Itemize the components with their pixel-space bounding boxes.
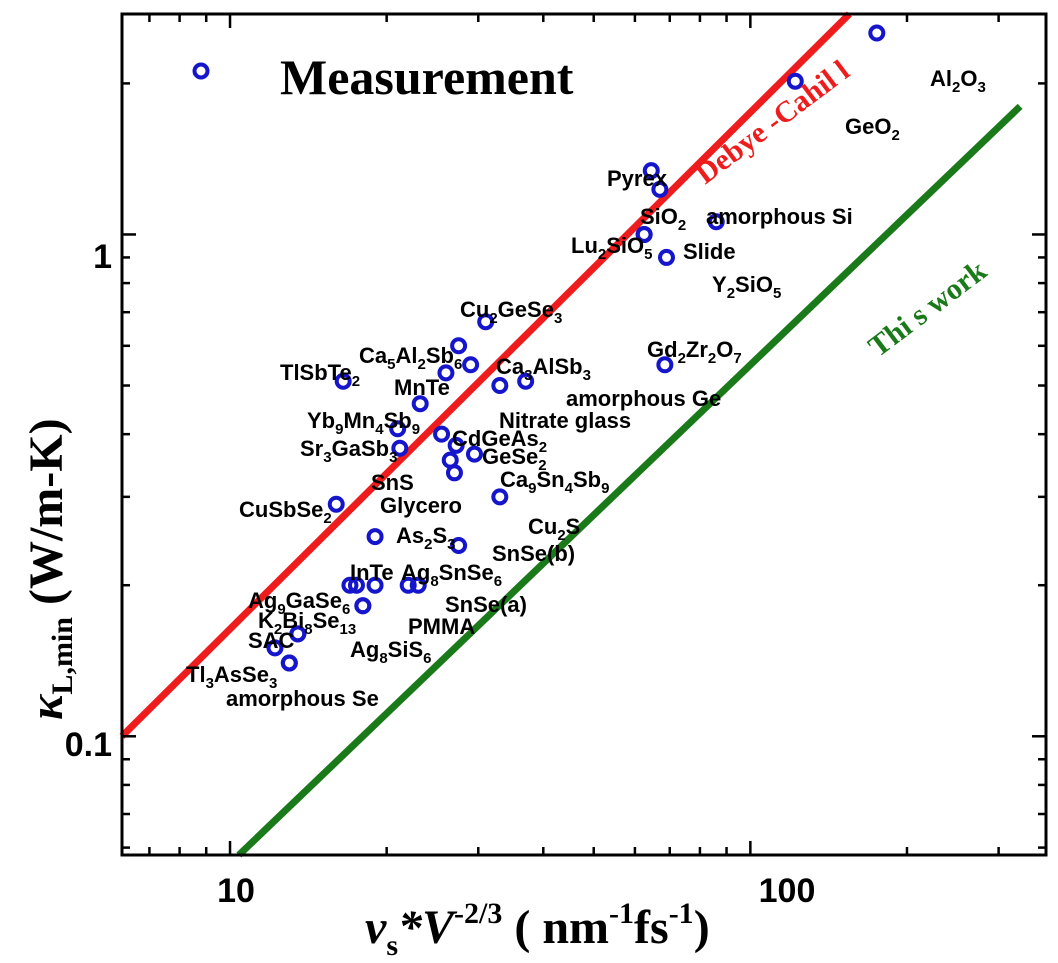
data-point [450,337,468,355]
y-tick-label-1: 1 [93,238,112,276]
point-label: Yb9Mn4Sb9 [307,408,420,438]
point-label: Ca3AlSb3 [496,354,591,384]
data-point [465,445,483,463]
data-point [411,395,429,413]
data-point [354,597,372,615]
point-label: SnSe(b) [492,541,575,566]
data-point [347,576,365,594]
point-label: Lu2SiO5 [571,233,652,263]
data-point [491,488,509,506]
point-label: TlSbTe2 [280,360,360,390]
point-label: InTe [350,560,394,585]
x-tick-label-10: 10 [217,872,255,910]
data-point [289,625,307,643]
svg-text:κL,min (W/m-K): κL,min (W/m-K) [20,418,79,720]
x-axis-label: vs*V-2/3 ( nm-1fs-1) [365,897,710,962]
data-point [491,377,509,395]
data-point [450,536,468,554]
data-point [437,364,455,382]
debye-cahill-label: Debye -Cahil l [689,54,855,191]
data-point [447,436,465,454]
data-point [409,576,427,594]
legend-label: Measurement [280,49,574,105]
point-label: amorphous Si [706,204,853,229]
point-label: Al2O3 [930,66,986,96]
data-point [477,313,495,331]
y-axis-label: κL,min (W/m-K) [20,418,79,720]
data-point [786,72,804,90]
point-label: Sr3GaSb3 [300,436,397,466]
point-label: amorphous Ge [566,386,721,411]
data-point [327,495,345,513]
point-label: SiO2 [640,204,686,234]
point-label: Nitrate glass [499,408,631,433]
point-label: GeSe2 [482,444,547,474]
data-point [635,225,653,243]
data-point [517,372,535,390]
point-label: Pyrex [607,166,668,191]
data-point [651,180,669,198]
data-point [366,528,384,546]
point-label: Ag8SnSe6 [401,560,502,590]
point-label: PMMA [408,614,475,639]
data-point [399,576,417,594]
point-label: K2Bi8Se13 [258,608,356,638]
data-point [707,213,725,231]
svg-text:vs*V-2/3 ( nm-1fs-1): vs*V-2/3 ( nm-1fs-1) [365,897,710,962]
point-label: Ag9GaSe6 [248,588,350,618]
debye-cahill-line [119,11,852,739]
x-tick-label-100: 100 [759,872,816,910]
data-point [391,439,409,457]
measurement-points [266,24,886,672]
this-work-label: Thi s work [862,254,993,364]
point-label: Gd2Zr2O7 [647,337,742,367]
point-label: CdGeAs2 [452,426,547,456]
point-label: SnS [371,470,414,495]
point-label: CuSbSe2 [239,497,332,527]
point-label: Ca9Sn4Sb9 [500,467,609,497]
point-label: Ag8SiS6 [350,637,431,667]
point-label: SAC [248,628,295,653]
y-tick-label-0.1: 0.1 [65,726,112,764]
data-point [462,356,480,374]
data-point [445,464,463,482]
point-label: Cu2GeSe3 [460,297,562,327]
data-point [868,24,886,42]
axis-ticks [122,14,1046,855]
point-label: MnTe [394,375,450,400]
plot-frame [120,12,1048,857]
data-point [642,162,660,180]
data-point [389,420,407,438]
data-point [280,654,298,672]
data-point [433,425,451,443]
data-point [334,372,352,390]
point-labels: Al2O3 GeO2 Pyrex SiO2 amorphous Si Lu2Si… [186,66,986,711]
point-label: GeO2 [845,114,900,144]
point-label: Glycero [380,493,462,518]
point-label: amorphous Se [226,686,379,711]
data-point [656,356,674,374]
point-label: Slide [683,239,736,264]
point-label: SnSe(a) [445,592,527,617]
this-work-line [236,103,1023,858]
point-label: Cu2S [528,514,580,544]
legend-marker [192,62,210,80]
data-point [657,248,675,266]
data-point [266,639,284,657]
data-point [366,576,384,594]
point-label: As2S3 [396,523,456,553]
point-label: Ca5Al2Sb6 [359,343,462,373]
point-label: Tl3AsSe3 [186,662,277,692]
data-point [341,576,359,594]
point-label: Y2SiO5 [712,272,781,302]
